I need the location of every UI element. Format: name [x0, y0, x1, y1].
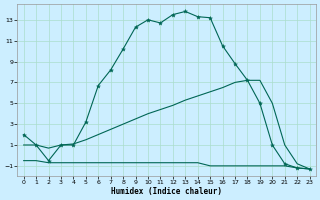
X-axis label: Humidex (Indice chaleur): Humidex (Indice chaleur) [111, 187, 222, 196]
